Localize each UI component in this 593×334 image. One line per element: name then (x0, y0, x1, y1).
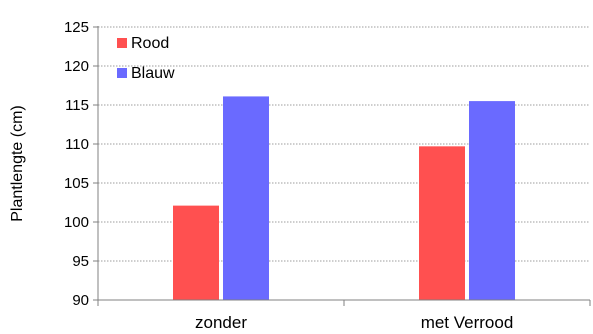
y-tick-label: 90 (72, 292, 89, 309)
bar-rood-0 (173, 205, 219, 300)
bars (173, 96, 515, 300)
gridlines (98, 26, 590, 262)
y-tick-label: 110 (65, 136, 89, 153)
y-tick-label: 105 (64, 175, 89, 192)
y-tick-labels: 90 95 100 105 110 115 120 125 (64, 19, 89, 309)
y-tick-label: 125 (64, 19, 89, 36)
bar-blauw-0 (223, 96, 269, 300)
bar-rood-1 (419, 146, 465, 300)
y-tick-label: 100 (64, 214, 89, 231)
x-category-labels: zonder met Verrood (195, 313, 513, 332)
y-tick-label: 95 (72, 253, 89, 270)
bar-blauw-1 (469, 101, 515, 300)
legend-swatch-blauw (117, 68, 127, 78)
y-axis-title: Plantlengte (cm) (9, 105, 26, 222)
y-tick-label: 115 (65, 97, 89, 114)
x-category-label: zonder (195, 313, 247, 332)
legend-label-blauw: Blauw (131, 65, 175, 82)
legend-label-rood: Rood (131, 35, 169, 52)
legend-swatch-rood (117, 38, 127, 48)
axes (93, 26, 591, 306)
x-category-label: met Verrood (421, 313, 514, 332)
y-tick-label: 120 (64, 58, 89, 75)
legend: Rood Blauw (117, 35, 175, 82)
